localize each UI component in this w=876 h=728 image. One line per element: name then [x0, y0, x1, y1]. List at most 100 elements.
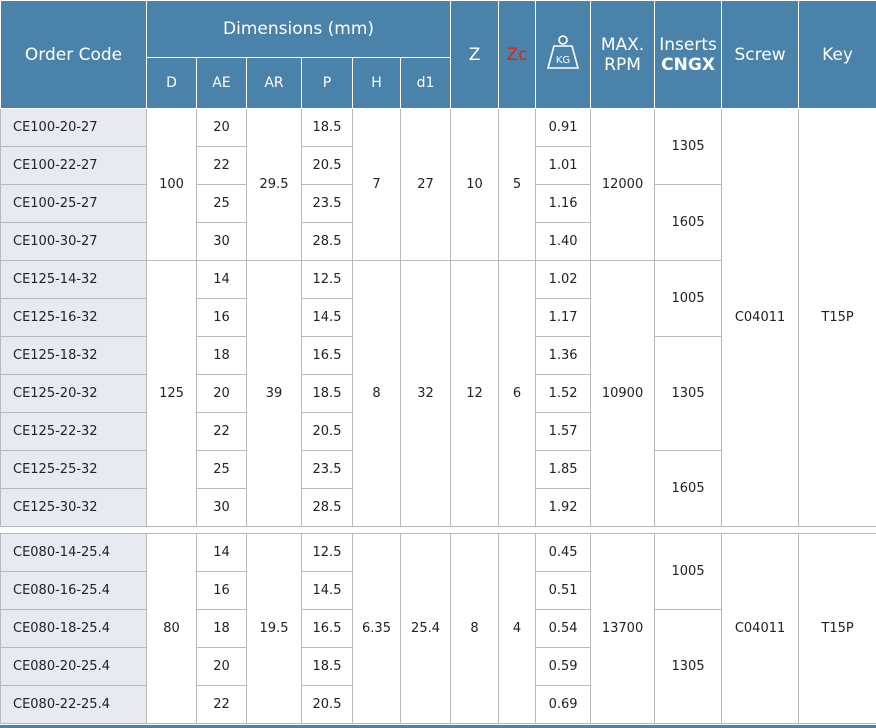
header-d1: d1	[399, 57, 452, 109]
h-cell: 6.35	[352, 533, 401, 724]
order-code-cell: CE100-30-27	[0, 222, 147, 261]
table-row: CE125-22-32 22 20.5 1.57	[0, 412, 876, 451]
p-cell: 18.5	[301, 647, 353, 686]
zc-cell: 4	[498, 533, 537, 724]
h-cell: 7	[352, 108, 401, 261]
d-cell: 80	[146, 533, 197, 724]
kg-label: KG	[556, 55, 570, 66]
ar-cell: 39	[246, 260, 302, 527]
kg-cell: 0.45	[535, 533, 592, 572]
h-cell: 8	[352, 260, 401, 527]
table-row: CE125-16-32 16 14.5 1.17	[0, 298, 876, 337]
inserts-cell: 1305	[654, 108, 723, 185]
table-row: CE125-18-32 18 16.5 1.36 1305	[0, 336, 876, 451]
order-code-cell: CE125-18-32	[0, 336, 147, 375]
header-weight: KG	[535, 0, 592, 109]
inserts-line2: CNGX	[661, 54, 715, 75]
d-cell: 100	[146, 108, 197, 261]
p-cell: 20.5	[301, 146, 353, 185]
header-h: H	[352, 57, 401, 109]
kg-cell: 1.02	[535, 260, 592, 299]
order-code-cell: CE100-22-27	[0, 146, 147, 185]
table-row: CE125-20-32 20 18.5 1.52	[0, 374, 876, 413]
z-cell: 10	[450, 108, 500, 261]
inserts-cell: 1305	[654, 336, 723, 451]
zc-cell: 6	[498, 260, 537, 527]
header-ar: AR	[246, 57, 302, 109]
table-row: CE080-20-25.4 20 18.5 0.59	[0, 647, 876, 686]
header-ae: AE	[196, 57, 247, 109]
ae-cell: 20	[196, 374, 247, 413]
table-row: CE125-14-32 125 14 39 12.5 8 32 12 6 1.0…	[0, 260, 876, 527]
p-cell: 12.5	[301, 260, 353, 299]
ae-cell: 20	[196, 647, 247, 686]
order-code-cell: CE100-25-27	[0, 184, 147, 223]
header-order-code: Order Code	[0, 0, 147, 109]
p-cell: 14.5	[301, 298, 353, 337]
zc-cell: 5	[498, 108, 537, 261]
key-cell: T15P	[798, 108, 876, 527]
p-cell: 16.5	[301, 609, 353, 648]
ae-cell: 30	[196, 488, 247, 527]
separator-cell	[0, 526, 876, 534]
inserts-cell: 1605	[654, 184, 723, 261]
ae-cell: 25	[196, 450, 247, 489]
order-code-cell: CE125-20-32	[0, 374, 147, 413]
kg-cell: 1.17	[535, 298, 592, 337]
order-code-cell: CE080-14-25.4	[0, 533, 147, 572]
p-cell: 23.5	[301, 184, 353, 223]
table-row: CE080-18-25.4 18 16.5 0.54 1305	[0, 609, 876, 724]
kg-cell: 0.69	[535, 685, 592, 724]
key-cell: T15P	[798, 533, 876, 724]
kg-cell: 1.36	[535, 336, 592, 375]
order-code-cell: CE125-30-32	[0, 488, 147, 527]
kg-cell: 0.91	[535, 108, 592, 147]
kg-cell: 1.85	[535, 450, 592, 489]
kg-cell: 1.16	[535, 184, 592, 223]
order-code-cell: CE080-20-25.4	[0, 647, 147, 686]
header-max-rpm: MAX. RPM	[590, 0, 656, 109]
header-inserts: Inserts CNGX	[654, 0, 723, 109]
kg-cell: 0.51	[535, 571, 592, 610]
order-code-cell: CE125-16-32	[0, 298, 147, 337]
order-code-cell: CE080-22-25.4	[0, 685, 147, 724]
header-zc: Zc	[498, 0, 537, 109]
order-code-cell: CE080-18-25.4	[0, 609, 147, 648]
inserts-cell: 1005	[654, 260, 723, 337]
kg-cell: 1.57	[535, 412, 592, 451]
order-code-cell: CE125-25-32	[0, 450, 147, 489]
p-cell: 12.5	[301, 533, 353, 572]
table-row: CE100-22-27 22 20.5 1.01	[0, 146, 876, 185]
screw-cell: C04011	[721, 533, 800, 724]
kg-cell: 1.40	[535, 222, 592, 261]
order-code-cell: CE100-20-27	[0, 108, 147, 147]
p-cell: 16.5	[301, 336, 353, 375]
p-cell: 14.5	[301, 571, 353, 610]
ae-cell: 22	[196, 146, 247, 185]
rpm-cell: 13700	[590, 533, 656, 724]
header-screw: Screw	[721, 0, 800, 109]
ae-cell: 22	[196, 685, 247, 724]
header-d: D	[146, 57, 197, 109]
p-cell: 20.5	[301, 685, 353, 724]
kg-cell: 0.54	[535, 609, 592, 648]
d1-cell: 25.4	[399, 533, 452, 724]
ae-cell: 18	[196, 609, 247, 648]
ar-cell: 29.5	[246, 108, 302, 261]
kg-cell: 1.01	[535, 146, 592, 185]
ar-cell: 19.5	[246, 533, 302, 724]
table-row: CE080-14-25.4 80 14 19.5 12.5 6.35 25.4 …	[0, 533, 876, 724]
p-cell: 28.5	[301, 488, 353, 527]
rpm-cell: 10900	[590, 260, 656, 527]
inserts-cell: 1005	[654, 533, 723, 610]
z-cell: 12	[450, 260, 500, 527]
ae-cell: 25	[196, 184, 247, 223]
table-row: CE125-30-32 30 28.5 1.92	[0, 488, 876, 527]
ae-cell: 16	[196, 571, 247, 610]
max-rpm-line2: RPM	[604, 54, 641, 75]
max-rpm-line1: MAX.	[600, 34, 645, 55]
p-cell: 18.5	[301, 108, 353, 147]
weight-icon: KG	[546, 34, 580, 76]
